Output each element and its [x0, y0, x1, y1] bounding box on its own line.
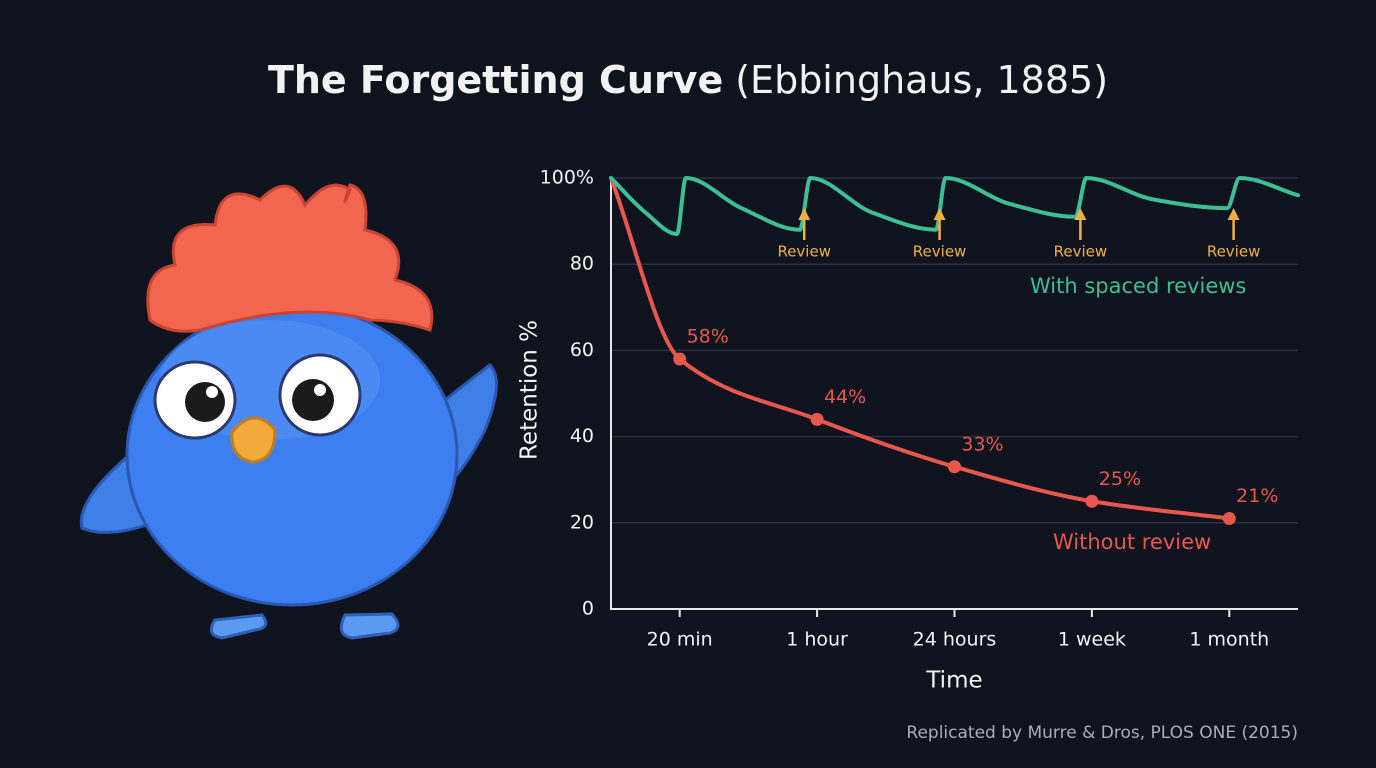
y-tick-label: 20	[570, 511, 594, 533]
annotation-label: Review	[777, 243, 831, 261]
y-tick-label: 0	[582, 598, 594, 620]
x-tick-label: 1 month	[1189, 629, 1269, 651]
series-label: Without review	[1053, 530, 1211, 554]
annotation-arrowhead	[1227, 208, 1240, 220]
annotation-arrowhead	[1074, 208, 1087, 220]
x-axis-label: Time	[925, 668, 982, 694]
annotation: Review	[913, 208, 967, 261]
data-point	[948, 460, 961, 474]
value-label: 21%	[1236, 485, 1278, 507]
data-point	[1085, 494, 1099, 508]
title-main: The Forgetting Curve	[268, 58, 723, 102]
source-note: Replicated by Murre & Dros, PLOS ONE (20…	[906, 723, 1298, 743]
annotation-arrowhead	[798, 208, 811, 220]
series-label: With spaced reviews	[1030, 274, 1246, 298]
x-tick-label: 1 hour	[786, 629, 848, 651]
series-line	[609, 176, 1300, 237]
annotation-label: Review	[1207, 243, 1261, 261]
y-tick-label: 60	[570, 339, 594, 361]
x-tick-label: 1 week	[1058, 629, 1126, 651]
annotation: Review	[777, 208, 831, 261]
title-note: (Ebbinghaus, 1885)	[735, 58, 1108, 102]
x-tick-label: 24 hours	[913, 629, 997, 651]
value-label: 58%	[687, 326, 729, 348]
data-point	[1222, 511, 1236, 525]
chart-title: The Forgetting Curve (Ebbinghaus, 1885)	[268, 58, 1108, 102]
annotation: Review	[1207, 208, 1261, 261]
y-axis-label: Retention %	[517, 320, 543, 460]
data-point	[810, 412, 824, 426]
annotation: Review	[1054, 208, 1108, 261]
y-tick-label: 40	[570, 425, 594, 447]
mascot	[79, 183, 498, 640]
x-tick-label: 20 min	[647, 629, 713, 651]
annotation-arrowhead	[933, 208, 946, 220]
y-tick-label: 100%	[540, 167, 594, 189]
value-label: 44%	[824, 386, 866, 408]
value-label: 33%	[961, 433, 1003, 455]
y-tick-label: 80	[570, 253, 594, 275]
annotation-label: Review	[1054, 243, 1108, 261]
data-point	[673, 352, 687, 366]
value-label: 25%	[1099, 468, 1141, 490]
annotation-label: Review	[913, 243, 967, 261]
